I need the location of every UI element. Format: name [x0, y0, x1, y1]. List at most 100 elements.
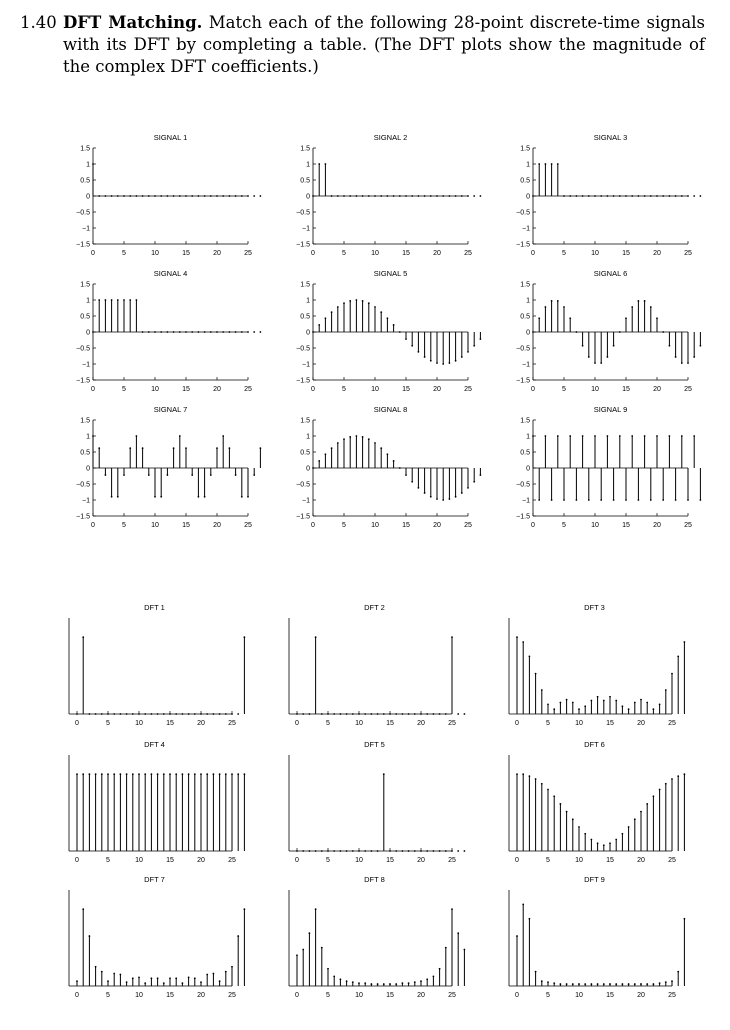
x-tick-label: 25 — [684, 386, 692, 393]
stem-marker — [113, 773, 116, 776]
stem-marker — [646, 983, 649, 985]
stem-marker — [380, 311, 383, 314]
x-tick-label: 10 — [591, 386, 599, 393]
plot-title: SIGNAL 1 — [154, 133, 188, 142]
stem-marker — [367, 302, 370, 305]
stem-marker — [423, 195, 426, 197]
stem-marker — [380, 195, 383, 197]
stem-marker — [596, 842, 599, 845]
stem-marker — [522, 903, 525, 906]
stem-marker — [222, 331, 225, 333]
stem-marker — [376, 713, 379, 715]
plot-title: DFT 4 — [144, 740, 165, 749]
x-tick-label: 10 — [591, 250, 599, 257]
x-tick-label: 10 — [135, 992, 143, 999]
plot-title: SIGNAL 2 — [374, 133, 408, 142]
stem-marker — [135, 195, 138, 197]
stem-marker — [330, 311, 333, 314]
stem-marker — [683, 641, 686, 643]
y-tick-label: −0.5 — [296, 210, 310, 217]
stem-marker — [637, 499, 640, 501]
stem-marker — [438, 850, 441, 852]
stem-marker — [253, 331, 256, 333]
stem-marker — [156, 977, 159, 980]
x-tick-label: 25 — [448, 720, 456, 727]
stem-marker — [156, 713, 159, 715]
stem-marker — [247, 195, 249, 197]
x-tick-label: 0 — [295, 992, 299, 999]
stem-marker — [187, 773, 190, 776]
stem-marker — [413, 850, 416, 852]
stem-marker — [234, 331, 237, 333]
stem-marker — [602, 699, 605, 702]
stem-marker — [532, 331, 534, 333]
dft-plot-6: DFT 6 0 5 10 15 20 25 — [508, 740, 686, 864]
stem-marker — [150, 713, 153, 715]
y-tick-label: −1.5 — [296, 242, 310, 249]
stem-marker — [668, 435, 671, 437]
stem-marker — [364, 982, 367, 985]
stem-marker — [361, 195, 364, 197]
plot-title: SIGNAL 8 — [374, 405, 408, 414]
stem-marker — [674, 195, 677, 197]
stem-marker — [625, 317, 627, 320]
stem-marker — [88, 713, 91, 715]
signal-plot-4: SIGNAL 41.510.50−0.5−1−1.50 5 10 15 20 25 — [76, 269, 262, 393]
signal-plot-9: SIGNAL 91.510.50−0.5−1−1.50 5 10 15 20 25 — [516, 405, 702, 529]
stem-marker — [166, 474, 169, 476]
x-tick-label: 15 — [182, 386, 190, 393]
stem-marker — [355, 299, 358, 301]
stem-marker — [407, 982, 410, 985]
x-tick-label: 10 — [151, 250, 159, 257]
stem-marker — [234, 195, 237, 197]
stem-marker — [166, 331, 169, 333]
stem-marker — [320, 713, 323, 715]
stem-marker — [160, 495, 163, 498]
stem-marker — [553, 795, 556, 798]
stem-marker — [442, 195, 445, 197]
dft-plot-5: DFT 5 0 5 10 15 20 25 — [288, 740, 466, 864]
stem-marker — [119, 773, 122, 776]
stem-marker — [479, 474, 482, 476]
stem-marker — [224, 773, 227, 776]
stem-marker — [318, 324, 321, 326]
stem-marker — [405, 195, 407, 197]
stem-marker — [547, 703, 549, 706]
stem-marker — [376, 983, 379, 985]
plot-title: DFT 9 — [584, 875, 605, 884]
stem-marker — [129, 299, 132, 301]
x-tick-label: 15 — [166, 857, 174, 864]
x-tick-label: 25 — [464, 250, 472, 257]
x-tick-label: 0 — [75, 992, 79, 999]
stem-marker — [324, 453, 327, 456]
x-tick-label: 20 — [433, 250, 441, 257]
stem-marker — [612, 499, 615, 501]
stem-marker — [318, 163, 321, 165]
stem-marker — [571, 701, 574, 704]
stem-marker — [528, 655, 531, 658]
stem-marker — [382, 983, 385, 985]
stem-marker — [401, 982, 404, 985]
y-tick-label: 0 — [306, 330, 310, 337]
x-tick-label: 15 — [386, 720, 394, 727]
stem-marker — [94, 773, 97, 776]
stem-marker — [550, 300, 553, 302]
stem-marker — [135, 299, 138, 301]
stem-marker — [618, 435, 621, 437]
stem-marker — [432, 713, 435, 715]
stem-marker — [522, 641, 525, 643]
stem-marker — [209, 195, 212, 197]
stem-marker — [662, 499, 665, 501]
stem-marker — [203, 195, 206, 197]
stem-marker — [565, 698, 568, 701]
stem-marker — [581, 344, 584, 347]
y-tick-label: 0.5 — [520, 450, 530, 457]
stem-marker — [680, 362, 683, 364]
stem-marker — [413, 981, 416, 984]
x-tick-label: 25 — [668, 720, 676, 727]
stem-marker — [110, 495, 113, 498]
dft-plot-1: DFT 1 0 5 10 15 20 25 — [68, 603, 246, 727]
stem-marker — [563, 306, 565, 308]
y-tick-label: 0 — [526, 330, 530, 337]
stem-marker — [361, 436, 364, 438]
